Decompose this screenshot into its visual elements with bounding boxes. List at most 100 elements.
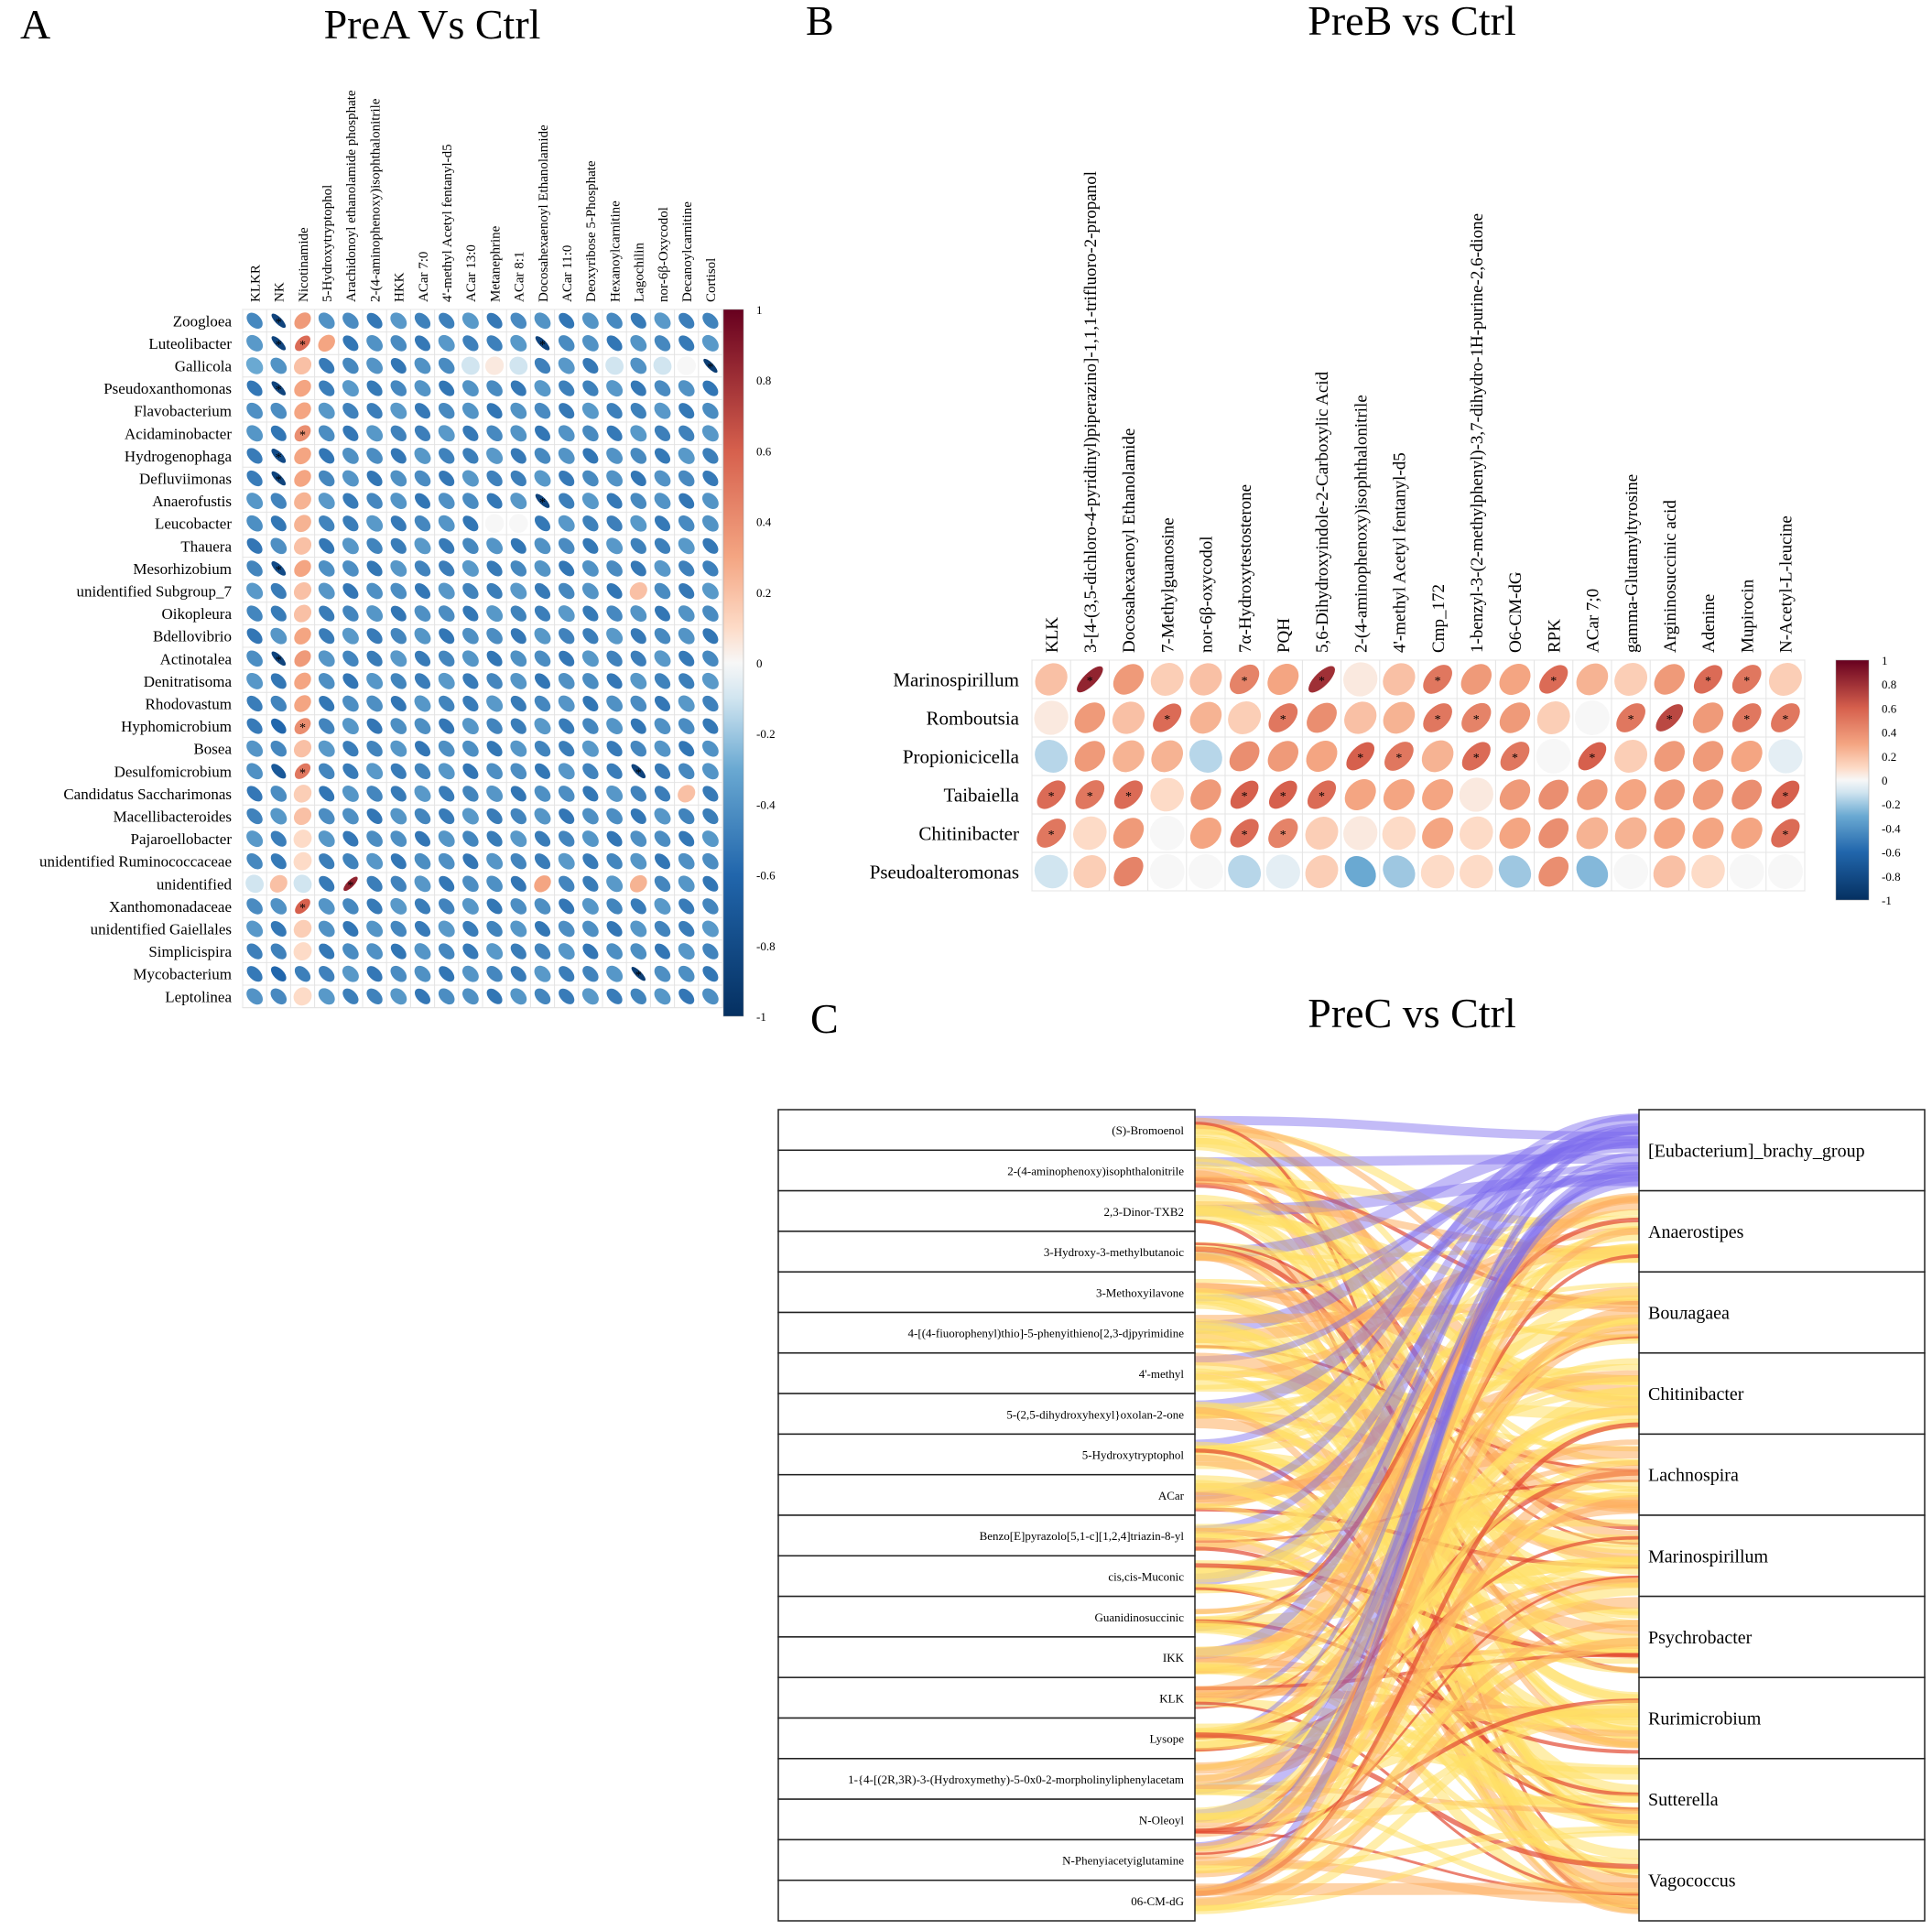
correlation-cell: [343, 876, 358, 892]
correlation-cell: [678, 515, 695, 532]
metabolite-label: N-Oleoyl: [1139, 1813, 1184, 1827]
correlation-cell: [559, 493, 575, 509]
correlation-cell: [366, 425, 384, 442]
correlation-cell: [366, 852, 384, 870]
correlation-cell: [438, 334, 455, 352]
correlation-cell: [702, 875, 719, 892]
correlation-cell: [414, 875, 431, 893]
sankey-link: [1194, 1114, 1640, 1660]
significance-mark: *: [299, 766, 306, 780]
correlation-cell: [581, 830, 599, 848]
correlation-cell: [318, 425, 335, 442]
correlation-cell: [366, 943, 383, 960]
metabolite-node: [777, 1473, 1196, 1516]
correlation-cell: [582, 920, 599, 938]
correlation-cell: [462, 425, 479, 441]
correlation-cell: [1113, 664, 1145, 695]
correlation-cell: [702, 786, 719, 802]
correlation-cell: [1384, 742, 1414, 771]
correlation-cell: [1692, 779, 1724, 810]
genus-label: Vagococcus: [1648, 1871, 1736, 1892]
correlation-cell: [606, 741, 623, 757]
correlation-cell: [558, 695, 575, 712]
correlation-cell: [366, 741, 383, 757]
correlation-cell: [462, 537, 479, 555]
correlation-cell: [1307, 702, 1337, 733]
correlation-cell: [486, 582, 503, 600]
panel-a-title: PreA Vs Ctrl: [324, 1, 541, 48]
correlation-cell: [1576, 855, 1609, 888]
correlation-cell: [1423, 703, 1452, 732]
metabolite-node: [777, 1433, 1196, 1476]
correlation-cell: [319, 380, 335, 396]
correlation-cell: [270, 673, 287, 689]
correlation-cell: [559, 380, 575, 396]
correlation-cell: [342, 718, 359, 735]
correlation-cell: [654, 808, 671, 825]
correlation-cell: [606, 695, 623, 712]
row-label: Hydrogenophaga: [125, 448, 233, 465]
correlation-cell: [390, 853, 407, 870]
correlation-cell: [559, 470, 575, 487]
correlation-cell: [654, 718, 671, 734]
correlation-cell: [701, 425, 719, 442]
correlation-cell: [1692, 702, 1724, 733]
correlation-cell: [1150, 777, 1185, 812]
correlation-cell: [509, 356, 528, 375]
correlation-cell: [606, 582, 623, 600]
row-label: Luteolibacter: [148, 335, 232, 352]
correlation-cell: [558, 447, 575, 464]
correlation-cell: [630, 808, 646, 825]
correlation-cell: [1383, 855, 1416, 888]
correlation-cell: [1150, 663, 1184, 696]
correlation-cell: [1344, 701, 1377, 734]
correlation-cell: [439, 966, 455, 982]
correlation-cell: [702, 515, 719, 532]
correlation-cell: [1614, 740, 1648, 773]
correlation-cell: [461, 965, 479, 982]
correlation-cell: [414, 447, 431, 464]
correlation-cell: [246, 448, 263, 464]
correlation-cell: [294, 966, 311, 982]
correlation-cell: [678, 741, 695, 757]
correlation-cell: [366, 808, 383, 825]
correlation-cell: [559, 650, 575, 667]
column-label: 3-[4-(3,5-dichloro-4-pyridinyl)piperazin…: [1081, 171, 1101, 653]
correlation-cell: [630, 988, 646, 1004]
colorbar-tick-label: -0.6: [1882, 846, 1901, 860]
correlation-cell: [390, 695, 407, 712]
column-label: ACar 8:1: [513, 252, 527, 302]
correlation-cell: [678, 943, 695, 960]
correlation-cell: [678, 673, 695, 689]
correlation-cell: [390, 988, 407, 1005]
colorbar-tick-label: -1: [1882, 894, 1892, 907]
correlation-cell: [606, 335, 623, 352]
correlation-cell: [1576, 663, 1609, 696]
correlation-cell: [534, 853, 551, 870]
correlation-cell: [678, 988, 695, 1004]
correlation-cell: [414, 943, 431, 960]
correlation-cell: [678, 808, 695, 825]
correlation-cell: [318, 988, 335, 1005]
column-label: 4'-methyl Acetyl fentanyl-d5: [440, 144, 455, 302]
correlation-cell: [606, 448, 623, 464]
correlation-cell: [438, 582, 455, 600]
row-label: Propionicicella: [903, 745, 1020, 767]
correlation-cell: [558, 605, 575, 623]
correlation-cell: [390, 740, 407, 757]
row-label: Romboutsia: [926, 707, 1019, 729]
correlation-cell: [1308, 666, 1335, 693]
sankey-link: [1194, 1195, 1640, 1454]
column-label: Metanephrine: [488, 225, 503, 302]
correlation-cell: [366, 335, 383, 352]
correlation-cell: [630, 943, 647, 960]
correlation-cell: [510, 448, 526, 464]
correlation-cell: [1267, 664, 1299, 695]
correlation-cell: [1771, 780, 1800, 809]
correlation-cell: [678, 718, 695, 734]
correlation-cell: [630, 560, 646, 577]
correlation-cell: [366, 582, 383, 600]
correlation-cell: [438, 605, 455, 622]
sankey-link: [1194, 1228, 1640, 1896]
correlation-cell: [246, 852, 263, 870]
